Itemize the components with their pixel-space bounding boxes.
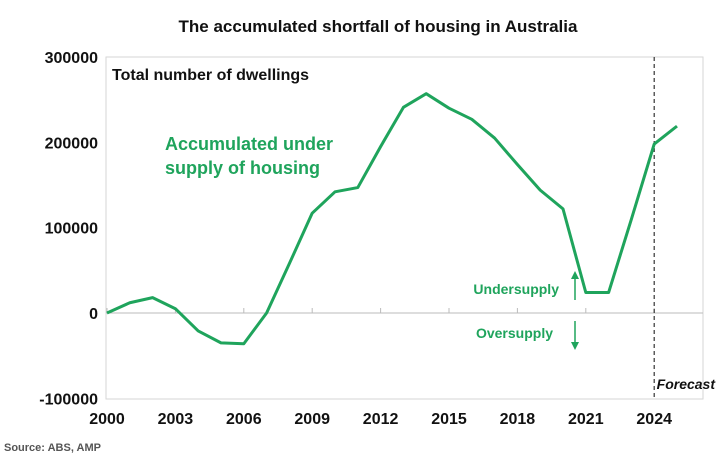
x-tick-label: 2015: [431, 411, 467, 428]
oversupply-label: Oversupply: [476, 325, 553, 341]
x-tick-label: 2024: [636, 411, 672, 428]
forecast-label: Forecast: [657, 376, 717, 392]
x-tick-label: 2000: [89, 411, 125, 428]
y-tick-label: 100000: [45, 221, 98, 238]
source-note: Source: ABS, AMP: [4, 442, 101, 454]
plot-area: [105, 56, 704, 400]
x-tick-label: 2003: [158, 411, 194, 428]
arrow-up-icon: [571, 271, 579, 300]
y-tick-label: 0: [89, 306, 98, 323]
y-tick-label: 300000: [45, 50, 98, 67]
undersupply-label: Undersupply: [473, 281, 559, 297]
x-tick-label: 2006: [226, 411, 262, 428]
x-tick-label: 2012: [363, 411, 399, 428]
chart-subtitle: Total number of dwellings: [112, 67, 309, 84]
series-label-line2: supply of housing: [165, 158, 320, 178]
chart-title: The accumulated shortfall of housing in …: [179, 17, 578, 36]
y-tick-label: 200000: [45, 135, 98, 152]
x-tick-label: 2009: [294, 411, 330, 428]
series-label-line1: Accumulated under: [165, 134, 333, 154]
x-tick-label: 2018: [500, 411, 536, 428]
y-tick-label: -100000: [39, 391, 98, 408]
series-line: [106, 92, 678, 346]
arrow-down-icon: [571, 321, 579, 350]
x-tick-label: 2021: [568, 411, 604, 428]
